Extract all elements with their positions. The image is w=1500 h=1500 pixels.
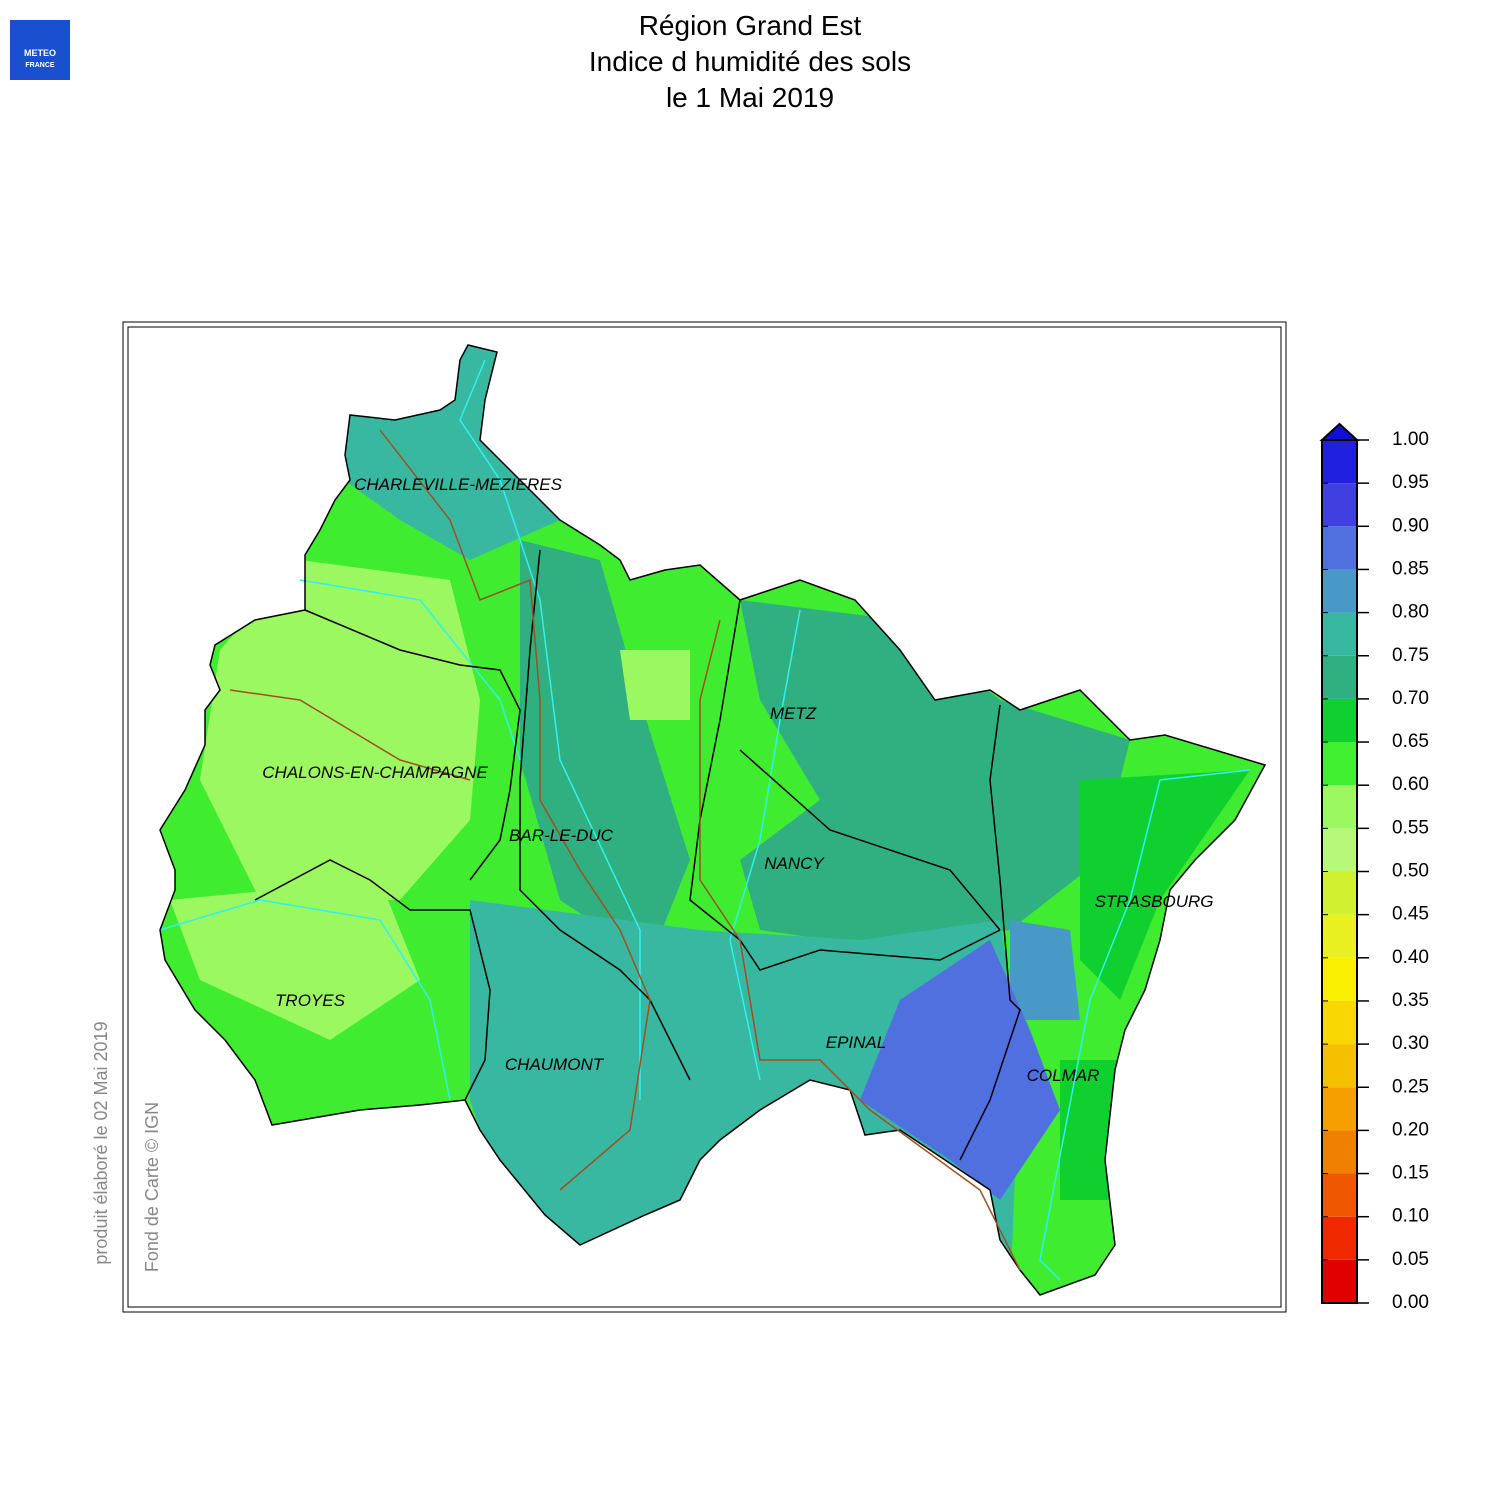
tick-label: 0.90 (1392, 515, 1429, 536)
tick-label: 0.65 (1392, 731, 1429, 752)
logo (10, 20, 70, 80)
humidity-field (160, 345, 1265, 1295)
city-label: STRASBOURG (1094, 892, 1213, 911)
tick-label: 0.80 (1392, 602, 1429, 623)
city-label: EPINAL (826, 1033, 886, 1052)
color-swatch (1322, 871, 1357, 915)
color-swatch (1322, 1173, 1357, 1217)
city-label: CHAUMONT (505, 1055, 605, 1074)
color-swatch (1322, 1044, 1357, 1088)
credit: Fond de Carte © IGN (142, 1102, 162, 1272)
tick-label: 0.30 (1392, 1033, 1429, 1054)
color-swatch (1322, 612, 1357, 656)
color-swatch (1322, 655, 1357, 699)
city-label: BAR-LE-DUC (509, 826, 614, 845)
tick-label: 0.40 (1392, 947, 1429, 968)
logo-text: FRANCE (25, 62, 54, 69)
city-label: METZ (770, 704, 817, 723)
frame (122, 321, 1287, 1313)
tick-label: 0.95 (1392, 472, 1429, 493)
tick-label: 0.20 (1392, 1119, 1429, 1140)
color-swatch (1322, 1216, 1357, 1260)
color-swatch (1322, 526, 1357, 570)
city-label: TROYES (275, 991, 346, 1010)
tick-label: 0.25 (1392, 1076, 1429, 1097)
color-swatch (1322, 828, 1357, 872)
credit: produit élaboré le 02 Mai 2019 (91, 1021, 111, 1264)
color-swatch (1322, 914, 1357, 958)
title: Région Grand Est (639, 10, 862, 41)
colorbar: 0.00 0.05 0.10 0.15 0.20 0.25 0.30 0.35 0.40 0.45… (1319, 422, 1429, 1313)
city-label: CHARLEVILLE-MEZIERES (354, 475, 562, 494)
department-borders (159, 344, 1266, 1296)
tick-label: 1.00 (1392, 429, 1429, 450)
color-swatch (1322, 440, 1357, 484)
color-swatch (1322, 742, 1357, 786)
tick-label: 0.10 (1392, 1206, 1429, 1227)
tick-label: 0.50 (1392, 861, 1429, 882)
color-swatch (1322, 569, 1357, 613)
tick-label: 0.15 (1392, 1163, 1429, 1184)
color-swatch (1322, 785, 1357, 829)
title: Indice d humidité des sols (589, 46, 911, 77)
tick-label: 0.05 (1392, 1249, 1429, 1270)
color-swatch (1322, 1259, 1357, 1303)
rivers (159, 359, 1251, 1281)
title: le 1 Mai 2019 (666, 82, 834, 113)
color-swatch (1322, 698, 1357, 743)
tick-label: 0.85 (1392, 558, 1429, 579)
tick-label: 0.55 (1392, 817, 1429, 838)
tick-label: 0.60 (1392, 774, 1429, 795)
basin-borders (229, 429, 1021, 1271)
tick-label: 0.75 (1392, 645, 1429, 666)
tick-label: 0.70 (1392, 688, 1429, 709)
color-swatch (1322, 1087, 1357, 1131)
city-label: NANCY (764, 854, 825, 873)
frame (127, 326, 1282, 1308)
tick-label: 0.35 (1392, 990, 1429, 1011)
color-swatch (1322, 957, 1357, 1001)
logo-text: METEO (24, 48, 56, 58)
city-label: COLMAR (1027, 1066, 1100, 1085)
city-label: CHALONS-EN-CHAMPAGNE (262, 763, 488, 782)
color-swatch (1322, 1130, 1357, 1174)
color-swatch (1322, 483, 1357, 527)
tick-label: 0.00 (1392, 1292, 1429, 1313)
extend-arrow (1319, 422, 1360, 441)
tick-label: 0.45 (1392, 904, 1429, 925)
color-swatch (1322, 1000, 1357, 1045)
